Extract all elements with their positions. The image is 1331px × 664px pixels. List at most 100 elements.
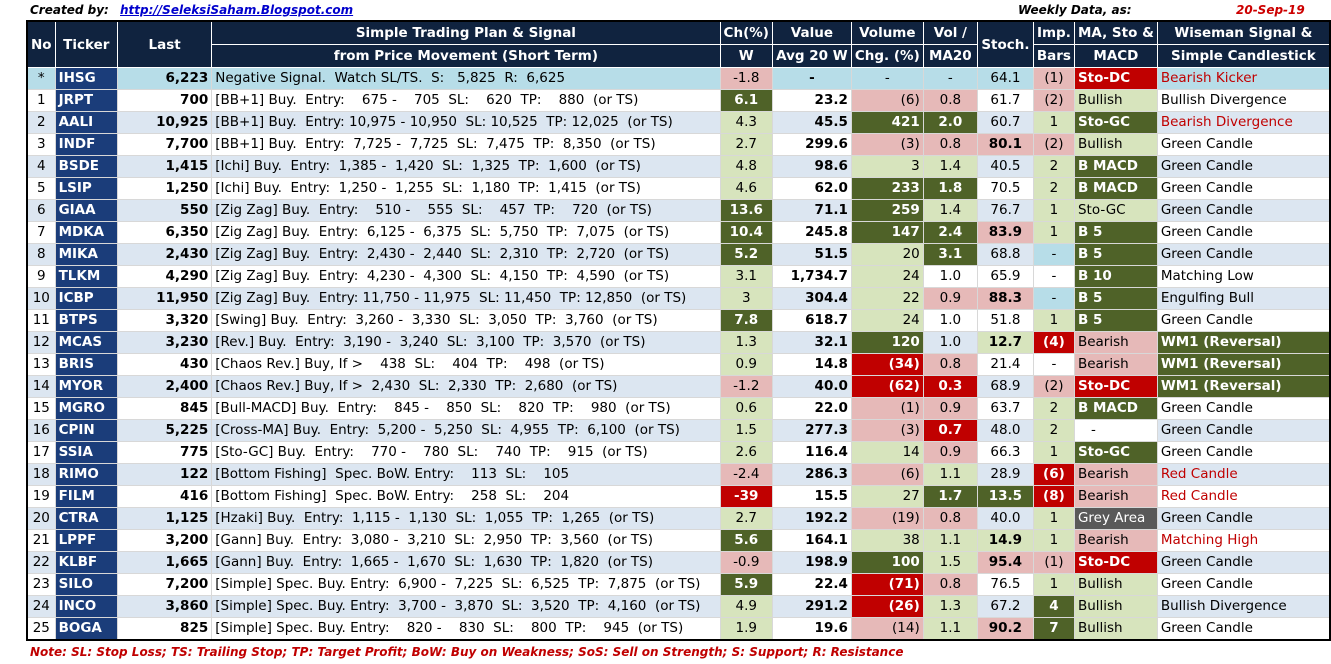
- row-vol: 1.8: [922, 177, 978, 200]
- blog-link[interactable]: http://SeleksiSaham.Blogspot.com: [120, 3, 354, 17]
- row-stoch: 51.8: [976, 309, 1034, 332]
- row-value: 23.2: [771, 89, 852, 112]
- row-volume: 3: [850, 155, 924, 178]
- row-plan: [Zig Zag] Buy. Entry: 4,230 - 4,300 SL: …: [211, 265, 721, 288]
- row-plan: [BB+1] Buy. Entry: 7,725 - 7,725 SL: 7,4…: [211, 133, 721, 156]
- row-value: 192.2: [771, 507, 852, 530]
- row-volume: -: [850, 67, 924, 90]
- row-vol: 0.9: [922, 287, 978, 310]
- row-ma: Bullish: [1073, 617, 1158, 641]
- row-plan: [BB+1] Buy. Entry: 675 - 705 SL: 620 TP:…: [211, 89, 721, 112]
- row-value: 1,734.7: [771, 265, 852, 288]
- row-stoch: 76.5: [976, 573, 1034, 596]
- col-header-ticker: Ticker: [54, 20, 119, 68]
- row-ch: 3.1: [719, 265, 773, 288]
- row-plan: [Hzaki] Buy. Entry: 1,115 - 1,130 SL: 1,…: [211, 507, 721, 530]
- row-last: 7,200: [117, 573, 213, 596]
- row-ch: 1.5: [719, 419, 773, 442]
- row-no: 18: [26, 463, 56, 486]
- row-value: 116.4: [771, 441, 852, 464]
- row-last: 775: [117, 441, 213, 464]
- row-plan: [Ichi] Buy. Entry: 1,250 - 1,255 SL: 1,1…: [211, 177, 721, 200]
- row-ticker: FILM: [54, 485, 119, 508]
- row-volume: (6): [850, 463, 924, 486]
- row-wise: Engulfing Bull: [1156, 287, 1331, 310]
- table-row: 20 CTRA 1,125 [Hzaki] Buy. Entry: 1,115 …: [26, 507, 1331, 530]
- row-stoch: 61.7: [976, 89, 1034, 112]
- row-volume: (1): [850, 397, 924, 420]
- row-value: 245.8: [771, 221, 852, 244]
- row-stoch: 40.5: [976, 155, 1034, 178]
- row-ticker: CTRA: [54, 507, 119, 530]
- row-no: 22: [26, 551, 56, 574]
- col-header-ch-1: Ch(%): [719, 20, 773, 45]
- row-ticker: AALI: [54, 111, 119, 134]
- row-vol: 1.7: [922, 485, 978, 508]
- row-volume: (3): [850, 419, 924, 442]
- row-ticker: MIKA: [54, 243, 119, 266]
- trading-signal-table: No Ticker Last Simple Trading Plan & Sig…: [26, 20, 1331, 641]
- row-plan: [BB+1] Buy. Entry: 10,975 - 10,950 SL: 1…: [211, 111, 721, 134]
- row-no: 17: [26, 441, 56, 464]
- row-imp: (1): [1032, 551, 1075, 574]
- row-volume: (26): [850, 595, 924, 618]
- row-wise: Green Candle: [1156, 177, 1331, 200]
- row-last: 1,415: [117, 155, 213, 178]
- row-volume: 120: [850, 331, 924, 354]
- row-plan: [Simple] Spec. Buy. Entry: 3,700 - 3,870…: [211, 595, 721, 618]
- row-ticker: KLBF: [54, 551, 119, 574]
- row-no: 12: [26, 331, 56, 354]
- row-stoch: 76.7: [976, 199, 1034, 222]
- row-ticker: MYOR: [54, 375, 119, 398]
- row-no: 25: [26, 617, 56, 641]
- row-value: 45.5: [771, 111, 852, 134]
- row-volume: 38: [850, 529, 924, 552]
- row-no: 2: [26, 111, 56, 134]
- row-value: 14.8: [771, 353, 852, 376]
- row-vol: 0.8: [922, 353, 978, 376]
- table-row: 5 LSIP 1,250 [Ichi] Buy. Entry: 1,250 - …: [26, 177, 1331, 200]
- row-no: 14: [26, 375, 56, 398]
- row-vol: 1.3: [922, 595, 978, 618]
- row-volume: (34): [850, 353, 924, 376]
- row-wise: Green Candle: [1156, 617, 1331, 641]
- row-ma: B MACD: [1073, 155, 1158, 178]
- row-ticker: BRIS: [54, 353, 119, 376]
- row-imp: 1: [1032, 441, 1075, 464]
- row-wise: Green Candle: [1156, 221, 1331, 244]
- row-plan: [Zig Zag] Buy. Entry: 6,125 - 6,375 SL: …: [211, 221, 721, 244]
- row-volume: 100: [850, 551, 924, 574]
- row-no: *: [26, 67, 56, 90]
- row-stoch: 90.2: [976, 617, 1034, 641]
- row-vol: 0.9: [922, 397, 978, 420]
- row-stoch: 66.3: [976, 441, 1034, 464]
- row-wise: Matching Low: [1156, 265, 1331, 288]
- row-ma: Bullish: [1073, 89, 1158, 112]
- row-plan: [Gann] Buy. Entry: 1,665 - 1,670 SL: 1,6…: [211, 551, 721, 574]
- row-imp: 2: [1032, 177, 1075, 200]
- row-ch: 0.9: [719, 353, 773, 376]
- row-vol: 1.1: [922, 529, 978, 552]
- row-volume: (14): [850, 617, 924, 641]
- row-vol: 1.0: [922, 309, 978, 332]
- row-ma: Sto-DC: [1073, 67, 1158, 90]
- row-ch: 6.1: [719, 89, 773, 112]
- row-imp: 1: [1032, 573, 1075, 596]
- table-row: 18 RIMO 122 [Bottom Fishing] Spec. BoW. …: [26, 463, 1331, 486]
- row-ma: Bearish: [1073, 331, 1158, 354]
- row-ma: Bullish: [1073, 573, 1158, 596]
- row-ma: Bearish: [1073, 463, 1158, 486]
- row-value: 164.1: [771, 529, 852, 552]
- table-row: 21 LPPF 3,200 [Gann] Buy. Entry: 3,080 -…: [26, 529, 1331, 552]
- row-value: 291.2: [771, 595, 852, 618]
- row-value: 22.4: [771, 573, 852, 596]
- row-value: 32.1: [771, 331, 852, 354]
- row-ticker: LPPF: [54, 529, 119, 552]
- row-ma: Bearish: [1073, 353, 1158, 376]
- row-wise: Red Candle: [1156, 463, 1331, 486]
- row-imp: 1: [1032, 507, 1075, 530]
- row-vol: 3.1: [922, 243, 978, 266]
- row-ticker: TLKM: [54, 265, 119, 288]
- row-volume: (71): [850, 573, 924, 596]
- row-volume: 24: [850, 265, 924, 288]
